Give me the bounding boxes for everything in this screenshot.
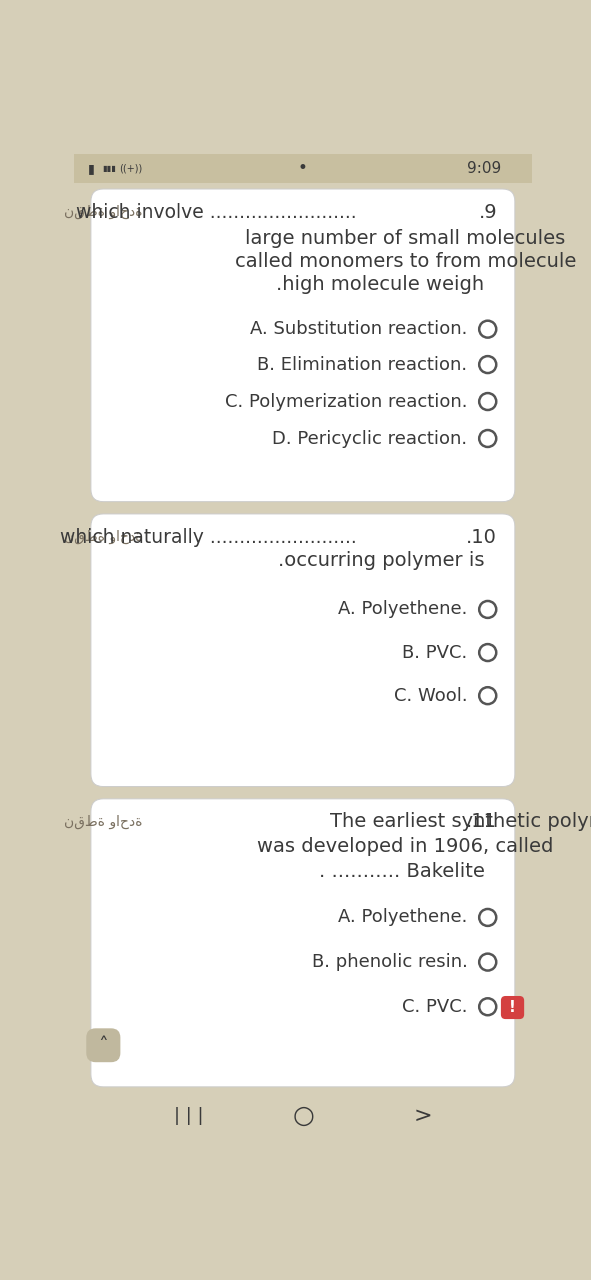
Text: A. Polyethene.: A. Polyethene. [338, 909, 467, 927]
Text: ((+)): ((+)) [119, 164, 142, 173]
Text: C. Polymerization reaction.: C. Polymerization reaction. [225, 393, 467, 411]
Text: The earliest synthetic polymer: The earliest synthetic polymer [330, 813, 591, 832]
Text: !: ! [509, 1000, 516, 1015]
Text: A. Substitution reaction.: A. Substitution reaction. [250, 320, 467, 338]
FancyBboxPatch shape [86, 1028, 121, 1062]
FancyBboxPatch shape [91, 189, 515, 502]
Text: ˄: ˄ [99, 1036, 108, 1055]
Text: .9: .9 [478, 202, 497, 221]
Text: which involve .........................: which involve ......................... [76, 202, 357, 221]
Text: نقطة واحدة: نقطة واحدة [64, 205, 142, 219]
Text: ▮▮▮: ▮▮▮ [102, 164, 116, 173]
Text: ▮: ▮ [88, 161, 95, 175]
Text: C. PVC.: C. PVC. [402, 998, 467, 1016]
Text: C. Wool.: C. Wool. [394, 686, 467, 705]
Text: B. Elimination reaction.: B. Elimination reaction. [258, 356, 467, 374]
Text: نقطة واحدة: نقطة واحدة [64, 530, 142, 544]
Text: .occurring polymer is: .occurring polymer is [278, 550, 485, 570]
Text: called monomers to from molecule: called monomers to from molecule [235, 252, 576, 271]
Text: was developed in 1906, called: was developed in 1906, called [258, 837, 554, 856]
FancyBboxPatch shape [74, 154, 532, 183]
Text: | | |: | | | [174, 1107, 203, 1125]
FancyBboxPatch shape [91, 515, 515, 786]
Text: .high molecule weigh: .high molecule weigh [277, 275, 485, 294]
Text: B. phenolic resin.: B. phenolic resin. [311, 954, 467, 972]
Text: ○: ○ [293, 1105, 314, 1128]
Text: B. PVC.: B. PVC. [402, 644, 467, 662]
Text: 9:09: 9:09 [467, 161, 502, 175]
Text: D. Pericyclic reaction.: D. Pericyclic reaction. [272, 430, 467, 448]
FancyBboxPatch shape [501, 996, 524, 1019]
Text: .11: .11 [466, 813, 497, 832]
FancyBboxPatch shape [91, 799, 515, 1087]
Text: •: • [297, 159, 307, 177]
Text: .10: .10 [466, 527, 497, 547]
Text: which naturally .........................: which naturally ........................… [60, 527, 357, 547]
Text: . ........... Bakelite: . ........... Bakelite [319, 861, 485, 881]
Text: نقطة واحدة: نقطة واحدة [64, 815, 142, 829]
Text: A. Polyethene.: A. Polyethene. [338, 600, 467, 618]
Text: large number of small molecules: large number of small molecules [245, 229, 566, 248]
Text: >: > [413, 1106, 432, 1126]
